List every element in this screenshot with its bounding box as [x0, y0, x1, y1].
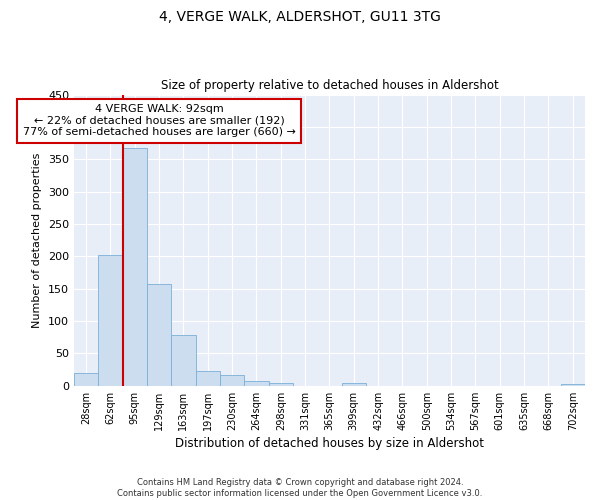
Bar [98, 255, 122, 386]
Bar [341, 382, 366, 386]
Bar [244, 380, 269, 386]
Bar [196, 371, 220, 386]
X-axis label: Distribution of detached houses by size in Aldershot: Distribution of detached houses by size … [175, 437, 484, 450]
Bar [220, 376, 244, 386]
Bar [147, 284, 171, 386]
Bar [560, 384, 585, 386]
Text: Contains HM Land Registry data © Crown copyright and database right 2024.
Contai: Contains HM Land Registry data © Crown c… [118, 478, 482, 498]
Bar [171, 334, 196, 386]
Y-axis label: Number of detached properties: Number of detached properties [32, 152, 43, 328]
Bar [122, 148, 147, 386]
Text: 4, VERGE WALK, ALDERSHOT, GU11 3TG: 4, VERGE WALK, ALDERSHOT, GU11 3TG [159, 10, 441, 24]
Title: Size of property relative to detached houses in Aldershot: Size of property relative to detached ho… [161, 79, 499, 92]
Bar [74, 373, 98, 386]
Bar [269, 382, 293, 386]
Text: 4 VERGE WALK: 92sqm
← 22% of detached houses are smaller (192)
77% of semi-detac: 4 VERGE WALK: 92sqm ← 22% of detached ho… [23, 104, 296, 138]
